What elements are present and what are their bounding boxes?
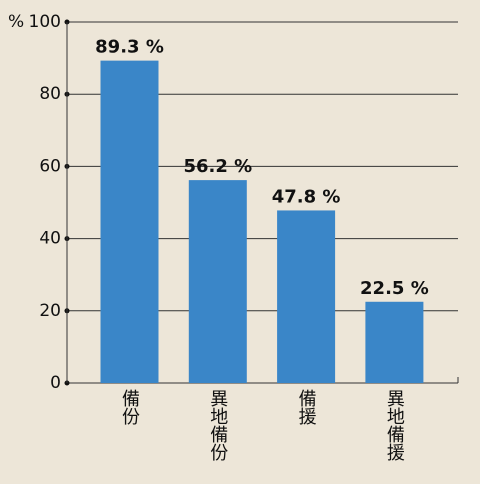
x-tick-label: 異地備援 [384, 389, 405, 462]
y-axis-label: % [8, 12, 24, 32]
x-tick-label: 異地備份 [207, 389, 228, 461]
bar [277, 210, 336, 383]
value-label: 47.8 % [272, 186, 341, 207]
bar [365, 301, 424, 383]
bar [188, 180, 247, 383]
x-tick-label: 備援 [296, 389, 317, 426]
x-tick-label: 備份 [119, 389, 140, 425]
y-tick-label: 20 [39, 301, 61, 321]
value-label: 22.5 % [360, 278, 429, 299]
bar [100, 60, 159, 383]
y-tick-label: 100 [29, 12, 61, 32]
y-tick-label: 40 [39, 229, 61, 249]
value-label: 89.3 % [95, 37, 164, 58]
y-tick-label: 0 [50, 373, 61, 393]
y-tick-label: 60 [39, 156, 61, 176]
value-label: 56.2 % [183, 156, 252, 177]
y-tick-label: 80 [39, 84, 61, 104]
